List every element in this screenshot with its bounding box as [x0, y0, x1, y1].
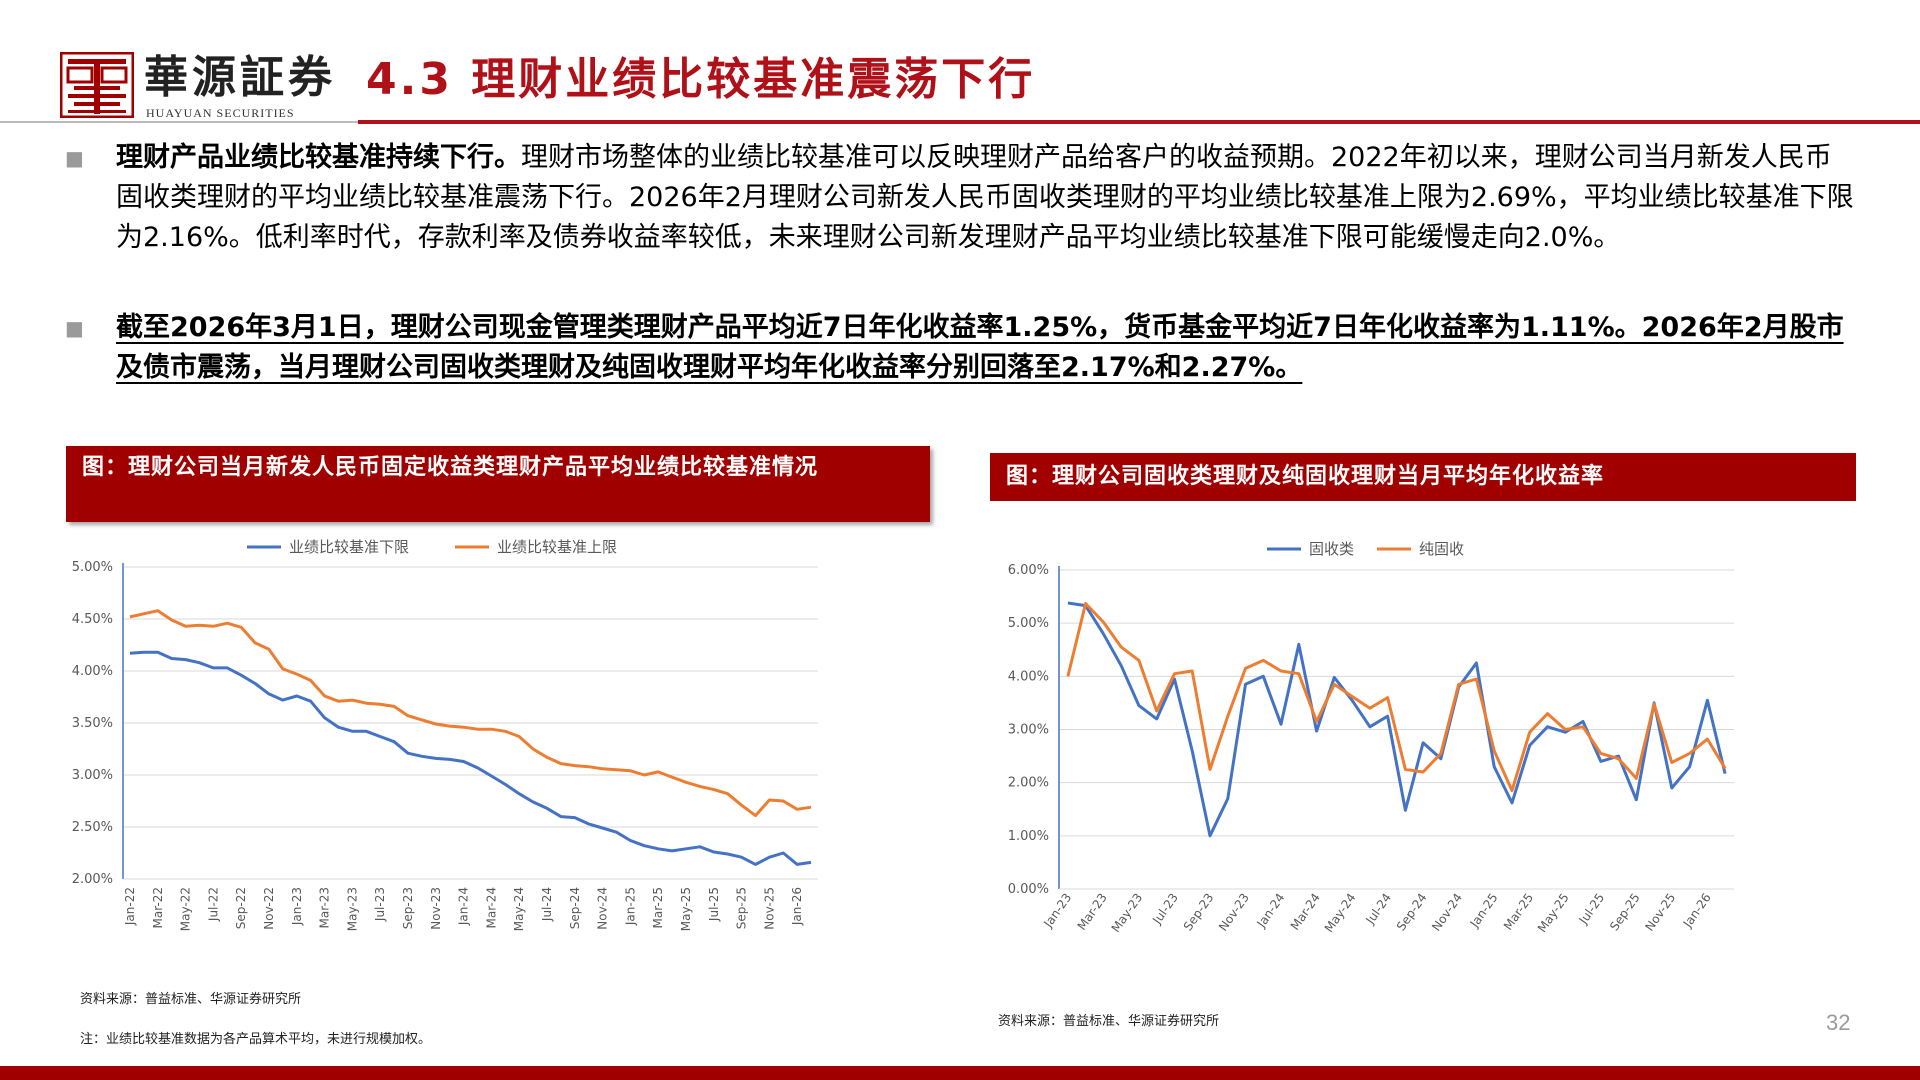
- x-tick-label: May-24: [1322, 891, 1359, 935]
- left-source-note: 资料来源：普益标准、华源证券研究所: [80, 992, 302, 1007]
- right-source-note: 资料来源：普益标准、华源证券研究所: [998, 1014, 1220, 1029]
- x-tick-label: Jul-24: [1362, 891, 1394, 928]
- x-tick-label: Jan-25: [1467, 891, 1501, 931]
- legend-label-2: 业绩比较基准上限: [497, 538, 617, 556]
- yield-line-chart: 0.00% 1.00% 2.00% 3.00% 4.00% 5.00% 6.00% Jan-2…: [1008, 540, 1734, 935]
- x-tick-label: Sep-23: [401, 887, 415, 929]
- series-line-1: [1067, 601, 1727, 838]
- x-tick-label: Jul-23: [373, 887, 387, 922]
- paragraph-benchmark-body: 理财市场整体的业绩比较基准可以反映理财产品给客户的收益预期。2022年初以来，理…: [116, 142, 1854, 253]
- legend-label-2: 纯固收: [1419, 540, 1464, 558]
- x-tick-label: May-23: [345, 887, 359, 931]
- benchmark-line-chart: 2.00% 2.50% 3.00% 3.50% 4.00% 4.50% 5.00% Jan-2…: [72, 538, 818, 931]
- footer-bar: [0, 1066, 1920, 1080]
- title-divider-grey: [0, 121, 358, 123]
- y-tick-label: 3.00%: [72, 768, 113, 783]
- x-tick-label: Jan-25: [623, 887, 637, 926]
- slide-title: 4.3 理财业绩比较基准震荡下行: [366, 54, 1036, 105]
- x-tick-label: Mar-23: [318, 887, 332, 928]
- x-tick-label: Jul-25: [1576, 891, 1608, 928]
- y-tick-label: 0.00%: [1008, 882, 1049, 897]
- page-number: 32: [1826, 1010, 1851, 1035]
- left-footnote: 注：业绩比较基准数据为各产品算术平均，未进行规模加权。: [80, 1032, 432, 1047]
- x-tick-label: Sep-23: [1181, 891, 1217, 934]
- x-tick-label: Nov-24: [1429, 891, 1465, 934]
- x-tick-label: Jul-23: [1149, 891, 1181, 928]
- x-tick-label: May-25: [679, 887, 693, 931]
- legend-label-1: 业绩比较基准下限: [289, 538, 409, 556]
- x-tick-label: Jan-24: [457, 887, 471, 926]
- x-tick-label: Jul-25: [707, 887, 721, 922]
- series-line-2: [129, 609, 812, 818]
- y-tick-label: 4.00%: [72, 664, 113, 679]
- x-tick-label: Jan-26: [1680, 891, 1714, 931]
- x-tick-label: Sep-22: [234, 887, 248, 929]
- brand-name: 華源証券: [144, 52, 336, 103]
- y-tick-label: 2.50%: [72, 820, 113, 835]
- y-tick-label: 6.00%: [1008, 563, 1049, 578]
- y-tick-label: 5.00%: [72, 560, 113, 575]
- x-tick-label: Mar-23: [1075, 891, 1110, 933]
- x-tick-label: Mar-25: [1501, 891, 1536, 933]
- x-tick-label: Nov-24: [596, 887, 610, 930]
- y-tick-label: 4.50%: [72, 612, 113, 627]
- x-tick-label: Mar-25: [651, 887, 665, 928]
- x-tick-label: Sep-25: [735, 887, 749, 929]
- bullet-square-icon: ■: [65, 146, 84, 170]
- brand-name-en: HUAYUAN SECURITIES: [146, 106, 295, 120]
- paragraph-yield-text: 截至2026年3月1日，理财公司现金管理类理财产品平均近7日年化收益率1.25%…: [116, 312, 1844, 383]
- x-tick-label: May-25: [1535, 891, 1572, 935]
- x-tick-label: Sep-24: [568, 887, 582, 929]
- x-tick-label: Nov-25: [1642, 891, 1678, 934]
- x-tick-label: Nov-23: [1216, 891, 1252, 934]
- y-tick-label: 3.00%: [1008, 723, 1049, 738]
- title-divider-red: [358, 120, 1920, 124]
- x-tick-label: Mar-22: [151, 887, 165, 928]
- bullet-square-icon: ■: [65, 316, 84, 340]
- x-tick-label: Jul-22: [206, 887, 220, 922]
- y-tick-label: 2.00%: [1008, 776, 1049, 791]
- x-tick-label: Jul-24: [540, 887, 554, 922]
- huayuan-logo-icon: [60, 52, 134, 118]
- y-tick-label: 1.00%: [1008, 829, 1049, 844]
- y-tick-label: 5.00%: [1008, 616, 1049, 631]
- paragraph-benchmark-lead: 理财产品业绩比较基准持续下行。: [116, 142, 521, 173]
- y-tick-label: 4.00%: [1008, 669, 1049, 684]
- x-tick-label: Nov-25: [762, 887, 776, 930]
- right-figure-title: 图：理财公司固收类理财及纯固收理财当月平均年化收益率: [990, 453, 1856, 501]
- left-figure-title: 图：理财公司当月新发人民币固定收益类理财产品平均业绩比较基准情况: [66, 446, 930, 522]
- y-tick-label: 3.50%: [72, 716, 113, 731]
- x-tick-label: Jan-26: [790, 887, 804, 926]
- x-tick-label: May-22: [179, 887, 193, 931]
- paragraph-yield: 截至2026年3月1日，理财公司现金管理类理财产品平均近7日年化收益率1.25%…: [116, 308, 1854, 388]
- x-tick-label: Jan-23: [290, 887, 304, 926]
- x-tick-label: Jan-24: [1254, 891, 1288, 931]
- series-line-2: [1066, 602, 1727, 793]
- series-line-1: [129, 650, 812, 866]
- legend-label-1: 固收类: [1309, 540, 1354, 558]
- y-tick-label: 2.00%: [72, 872, 113, 887]
- paragraph-benchmark: 理财产品业绩比较基准持续下行。理财市场整体的业绩比较基准可以反映理财产品给客户的…: [116, 138, 1854, 258]
- x-tick-label: Jan-22: [123, 887, 137, 926]
- x-tick-label: Nov-22: [262, 887, 276, 930]
- x-tick-label: May-24: [512, 887, 526, 931]
- x-tick-label: Nov-23: [429, 887, 443, 930]
- x-tick-label: Mar-24: [1288, 891, 1323, 933]
- x-tick-label: May-23: [1109, 891, 1146, 935]
- x-tick-label: Mar-24: [484, 887, 498, 928]
- x-tick-label: Sep-25: [1607, 891, 1643, 934]
- x-tick-label: Sep-24: [1394, 891, 1430, 934]
